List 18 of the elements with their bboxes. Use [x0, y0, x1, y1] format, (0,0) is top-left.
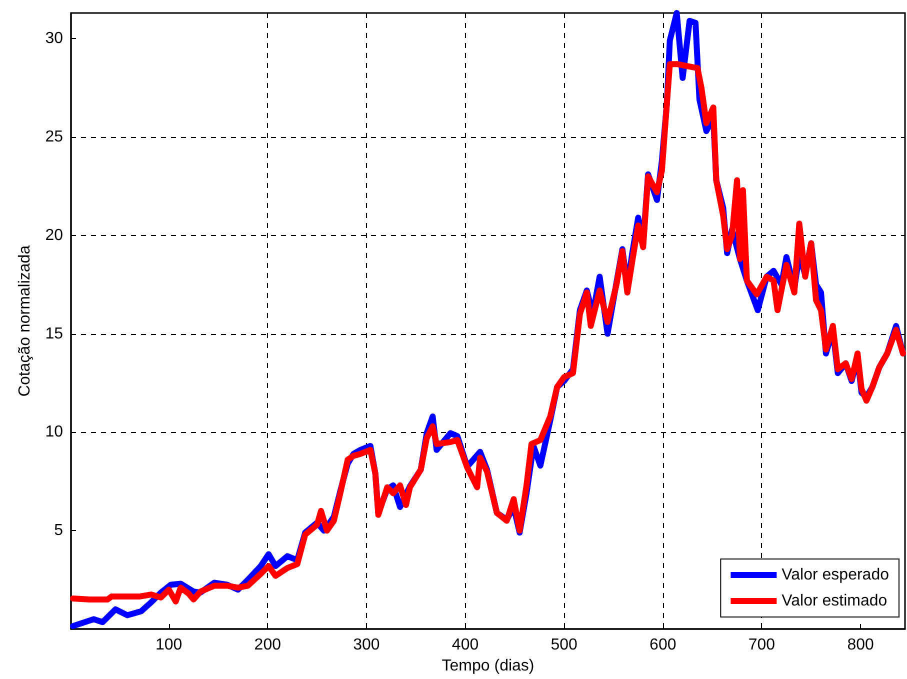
y-tick-label: 15: [45, 325, 64, 342]
x-tick-label: 100: [155, 636, 182, 654]
x-tick-label: 600: [650, 636, 676, 654]
y-axis-title: Cotação normalizada: [16, 245, 34, 397]
y-tick-label: 20: [45, 226, 64, 244]
legend-label: Valor estimado: [782, 592, 888, 610]
y-tick-label: 25: [45, 128, 64, 146]
x-tick-label: 700: [748, 636, 776, 654]
y-tick-label: 30: [45, 30, 64, 48]
x-tick-label: 300: [353, 636, 380, 654]
legend-label: Valor esperado: [782, 566, 890, 584]
y-tick-label: 10: [45, 424, 64, 441]
x-tick-label: 500: [550, 636, 578, 654]
x-tick-label: 400: [452, 636, 479, 654]
x-axis-title: Tempo (dias): [442, 657, 534, 674]
x-tick-label: 200: [254, 636, 282, 654]
y-tick-label: 5: [54, 522, 64, 540]
x-tick-label: 800: [847, 636, 874, 654]
